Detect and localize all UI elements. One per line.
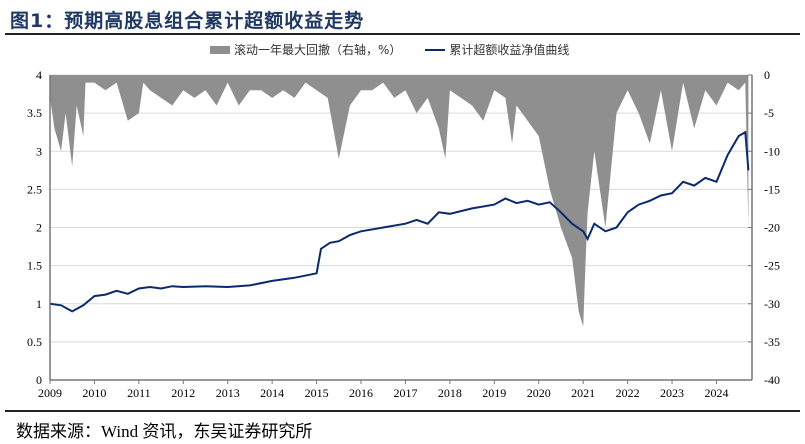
x-tick-label: 2016 — [349, 386, 373, 400]
y-left-tick-label: 3.5 — [27, 106, 42, 120]
data-source-note: 数据来源：Wind 资讯，东吴证券研究所 — [16, 422, 313, 441]
left-y-axis-labels: 0 0.5 1 1.5 2 2.5 3 3.5 4 — [27, 68, 42, 387]
axes — [49, 74, 753, 384]
y-left-tick-label: 0.5 — [27, 335, 42, 349]
y-right-tick-label: -10 — [764, 144, 780, 158]
y-right-tick-label: -35 — [764, 335, 780, 349]
y-right-tick-label: 0 — [764, 68, 770, 82]
x-tick-label: 2021 — [571, 386, 595, 400]
y-left-tick-label: 4 — [36, 68, 42, 82]
legend-area-swatch-icon — [210, 45, 230, 54]
x-tick-label: 2022 — [616, 386, 640, 400]
title-divider — [5, 33, 800, 35]
legend-area-label: 滚动一年最大回撤（右轴，%） — [234, 43, 402, 57]
x-tick-label: 2014 — [260, 386, 284, 400]
x-tick-label: 2018 — [438, 386, 462, 400]
y-left-tick-label: 3 — [36, 144, 42, 158]
y-right-tick-label: -40 — [764, 373, 780, 387]
x-axis-labels: 2009 2010 2011 2012 2013 2014 2015 2016 2017 2018… — [38, 386, 728, 400]
x-tick-label: 2009 — [38, 386, 62, 400]
source-divider — [5, 410, 800, 412]
drawdown-area — [50, 75, 749, 327]
x-tick-label: 2017 — [393, 386, 417, 400]
legend-line-swatch-icon — [425, 48, 446, 51]
y-right-tick-label: -25 — [764, 259, 780, 273]
y-left-tick-label: 1 — [36, 297, 42, 311]
figure-title: 图1：预期高股息组合累计超额收益走势 — [10, 10, 365, 32]
right-y-axis-labels: -40 -35 -30 -25 -20 -15 -10 -5 0 — [764, 68, 780, 387]
chart-plot: 00.511.522.533.54 -40-35-30-25-20-15-10-… — [27, 68, 780, 400]
x-tick-label: 2013 — [216, 386, 240, 400]
y-right-tick-label: -15 — [764, 182, 780, 196]
y-left-tick-label: 2 — [36, 221, 42, 235]
y-left-tick-label: 1.5 — [27, 259, 42, 273]
y-right-tick-label: -20 — [764, 221, 780, 235]
excess-return-line — [49, 130, 750, 313]
x-tick-label: 2010 — [82, 386, 106, 400]
x-tick-label: 2023 — [660, 386, 684, 400]
x-tick-label: 2024 — [704, 386, 728, 400]
x-tick-label: 2020 — [527, 386, 551, 400]
y-left-tick-label: 2.5 — [27, 182, 42, 196]
x-tick-label: 2019 — [482, 386, 506, 400]
y-left-tick-label: 0 — [36, 373, 42, 387]
legend-line-label: 累计超额收益净值曲线 — [449, 43, 570, 57]
y-right-tick-label: -30 — [764, 297, 780, 311]
x-tick-label: 2012 — [171, 386, 195, 400]
x-tick-label: 2011 — [127, 386, 151, 400]
chart-legend: 滚动一年最大回撤（右轴，%） 累计超额收益净值曲线 — [210, 41, 569, 58]
y-right-tick-label: -5 — [764, 106, 774, 120]
x-tick-label: 2015 — [305, 386, 329, 400]
